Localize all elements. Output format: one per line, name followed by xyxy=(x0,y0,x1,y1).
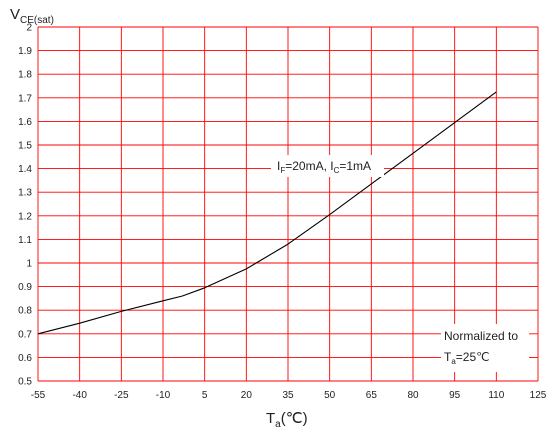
normalization-part-1: T xyxy=(444,350,452,364)
y-tick-label: 1.8 xyxy=(18,70,32,81)
x-tick-label: -10 xyxy=(156,390,171,401)
x-tick-label: 80 xyxy=(407,390,419,401)
condition-sub-1: F xyxy=(280,166,285,175)
y-tick-label: 0.8 xyxy=(18,306,32,317)
y-tick-labels: 0.5 0.6 0.7 0.8 0.9 1 1.1 1.2 1.3 1.4 1.5 1.6 1.7 1.8… xyxy=(18,23,32,388)
x-axis-title-main: T xyxy=(266,410,275,427)
y-tick-label: 1.4 xyxy=(18,164,32,175)
normalization-part-2: =25℃ xyxy=(456,350,490,364)
series xyxy=(37,91,497,335)
series-line xyxy=(37,91,497,335)
y-tick-label: 0.9 xyxy=(18,282,32,293)
normalization-note-bg xyxy=(441,324,529,372)
x-tick-label: 95 xyxy=(449,390,461,401)
y-tick-label: 0.7 xyxy=(18,329,32,340)
y-tick-label: 1 xyxy=(26,259,32,270)
condition-part-2: =20mA, I xyxy=(285,159,333,173)
x-tick-label: 110 xyxy=(488,390,504,401)
y-axis-title: VCE(sat) xyxy=(10,6,54,26)
x-tick-label: 50 xyxy=(324,390,336,401)
x-tick-labels: -55 -40 -25 -10 5 20 35 50 65 80 95 110 125 xyxy=(31,390,547,401)
x-axis-title: Ta(℃) xyxy=(266,410,308,430)
x-tick-label: 125 xyxy=(530,390,547,401)
x-tick-label: 65 xyxy=(366,390,378,401)
condition-annotation-bg xyxy=(271,155,384,177)
x-axis-title-suffix: (℃) xyxy=(281,410,308,427)
normalization-sub-1: a xyxy=(451,357,456,366)
y-tick-label: 0.6 xyxy=(18,353,32,364)
x-tick-label: 35 xyxy=(282,390,294,401)
y-tick-label: 0.5 xyxy=(18,377,32,388)
x-tick-label: -55 xyxy=(31,390,46,401)
normalization-note-line1: Normalized to xyxy=(444,329,518,343)
condition-sub-2: C xyxy=(334,166,340,175)
y-tick-label: 1.6 xyxy=(18,117,32,128)
y-tick-label: 2 xyxy=(26,23,32,34)
normalization-note-line2: Ta=25℃ xyxy=(444,350,490,366)
y-axis-title-sub: CE(sat) xyxy=(20,15,54,26)
y-tick-label: 1.5 xyxy=(18,141,32,152)
y-tick-label: 1.2 xyxy=(18,211,32,222)
x-tick-label: 20 xyxy=(241,390,253,401)
y-tick-label: 1.7 xyxy=(18,93,32,104)
y-tick-label: 1.9 xyxy=(18,46,32,57)
condition-part-3: =1mA xyxy=(339,159,371,173)
y-tick-label: 1.3 xyxy=(18,188,32,199)
condition-annotation: IF=20mA, IC=1mA xyxy=(277,159,371,175)
x-tick-label: 5 xyxy=(202,390,208,401)
y-axis-title-main: V xyxy=(10,6,20,23)
condition-part-1: I xyxy=(277,159,280,173)
x-tick-label: -40 xyxy=(72,390,87,401)
x-axis-title-sub: a xyxy=(275,419,281,430)
x-tick-label: -25 xyxy=(114,390,129,401)
y-tick-label: 1.1 xyxy=(18,235,32,246)
